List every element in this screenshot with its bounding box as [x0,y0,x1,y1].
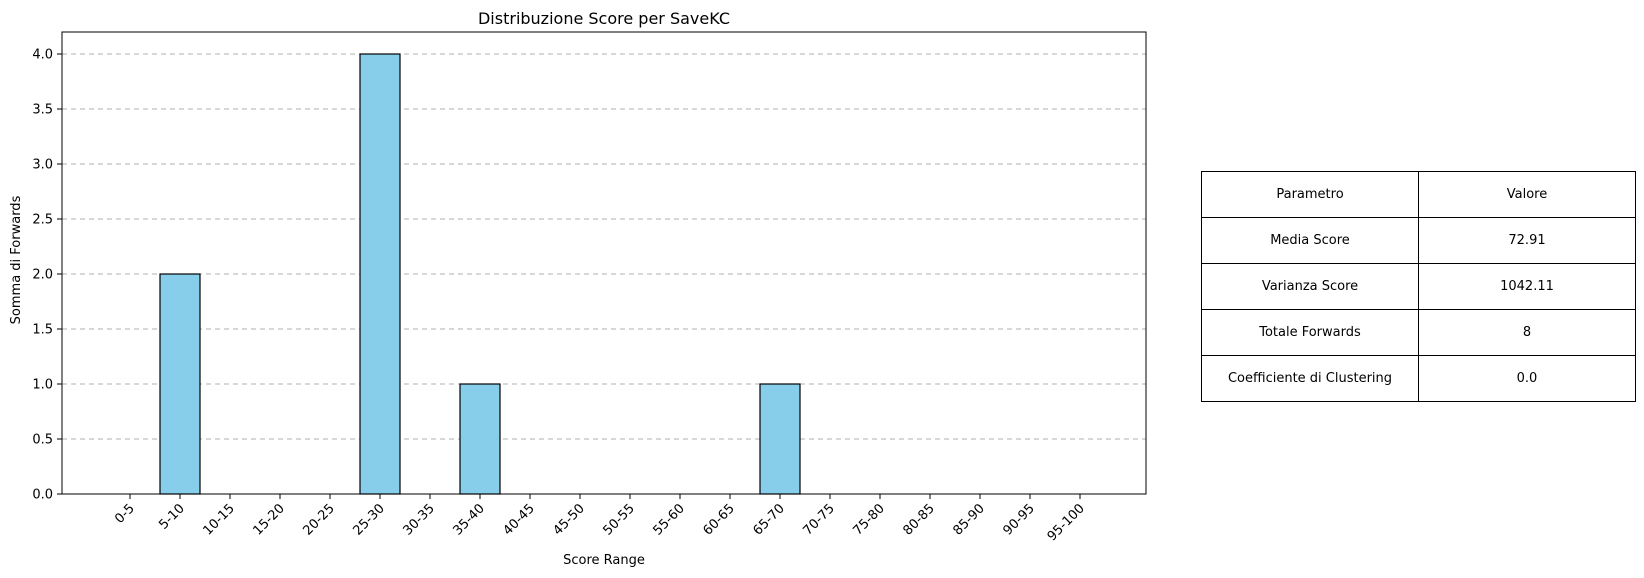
x-tick-label: 30-35 [401,501,438,538]
y-tick-label: 0.0 [32,488,53,503]
x-tick-label: 5-10 [156,501,187,532]
x-tick-label: 25-30 [351,501,388,538]
x-tick-label: 0-5 [112,501,138,527]
y-tick-label: 0.5 [32,433,53,448]
bar [159,273,201,495]
bar [759,383,801,495]
x-tick-label: 80-85 [901,501,938,538]
x-tick-label: 50-55 [601,501,638,538]
table-cell-param: Totale Forwards [1201,309,1419,356]
x-tick-label: 10-15 [201,501,238,538]
y-tick-label: 3.5 [32,103,53,118]
table-header-valore: Valore [1418,171,1636,218]
x-tick-label: 95-100 [1045,501,1088,544]
bar [459,383,501,495]
x-tick-label: 65-70 [751,501,788,538]
y-tick-label: 1.0 [32,378,53,393]
x-tick-label: 90-95 [1001,501,1038,538]
x-tick-label: 60-65 [701,501,738,538]
x-tick-label: 20-25 [301,501,338,538]
plot-frame [61,31,1147,495]
table-row: Coefficiente di Clustering 0.0 [1201,355,1636,402]
table-cell-param: Coefficiente di Clustering [1201,355,1419,402]
x-tick-label: 75-80 [851,501,888,538]
x-tick-label: 15-20 [251,501,288,538]
x-tick-label: 35-40 [451,501,488,538]
chart-title: Distribuzione Score per SaveKC [478,9,730,28]
table-row: Totale Forwards 8 [1201,309,1636,356]
x-tick-label: 85-90 [951,501,988,538]
y-axis-title: Somma di Forwards [9,195,24,324]
axes [61,31,1147,495]
table-header-row: Parametro Valore [1201,171,1636,218]
table-header-parametro: Parametro [1201,171,1419,218]
table-row: Media Score 72.91 [1201,217,1636,264]
table-cell-param: Varianza Score [1201,263,1419,310]
x-tick-label: 55-60 [651,501,688,538]
grid-lines [62,53,1146,440]
x-ticks: 0-5 5-10 10-15 15-20 20-25 25-30 30-35 35-40 40-… [112,494,1088,544]
table-cell-value: 72.91 [1418,217,1636,264]
x-axis-title: Score Range [563,553,645,568]
table-cell-param: Media Score [1201,217,1419,264]
y-ticks: 0.0 0.5 1.0 1.5 2.0 2.5 3.0 3.5 4.0 [32,48,62,503]
table-cell-value: 0.0 [1418,355,1636,402]
table-cell-value: 1042.11 [1418,263,1636,310]
table-cell-value: 8 [1418,309,1636,356]
y-tick-label: 2.0 [32,268,53,283]
y-tick-label: 2.5 [32,213,53,228]
table-row: Varianza Score 1042.11 [1201,263,1636,310]
stats-table: Parametro Valore Media Score 72.91 Varia… [1201,171,1636,402]
y-tick-label: 4.0 [32,48,53,63]
x-tick-label: 45-50 [551,501,588,538]
bar [359,53,401,495]
x-tick-label: 40-45 [501,501,538,538]
x-tick-label: 70-75 [801,501,838,538]
y-tick-label: 1.5 [32,323,53,338]
bars [159,53,801,495]
y-tick-label: 3.0 [32,158,53,173]
